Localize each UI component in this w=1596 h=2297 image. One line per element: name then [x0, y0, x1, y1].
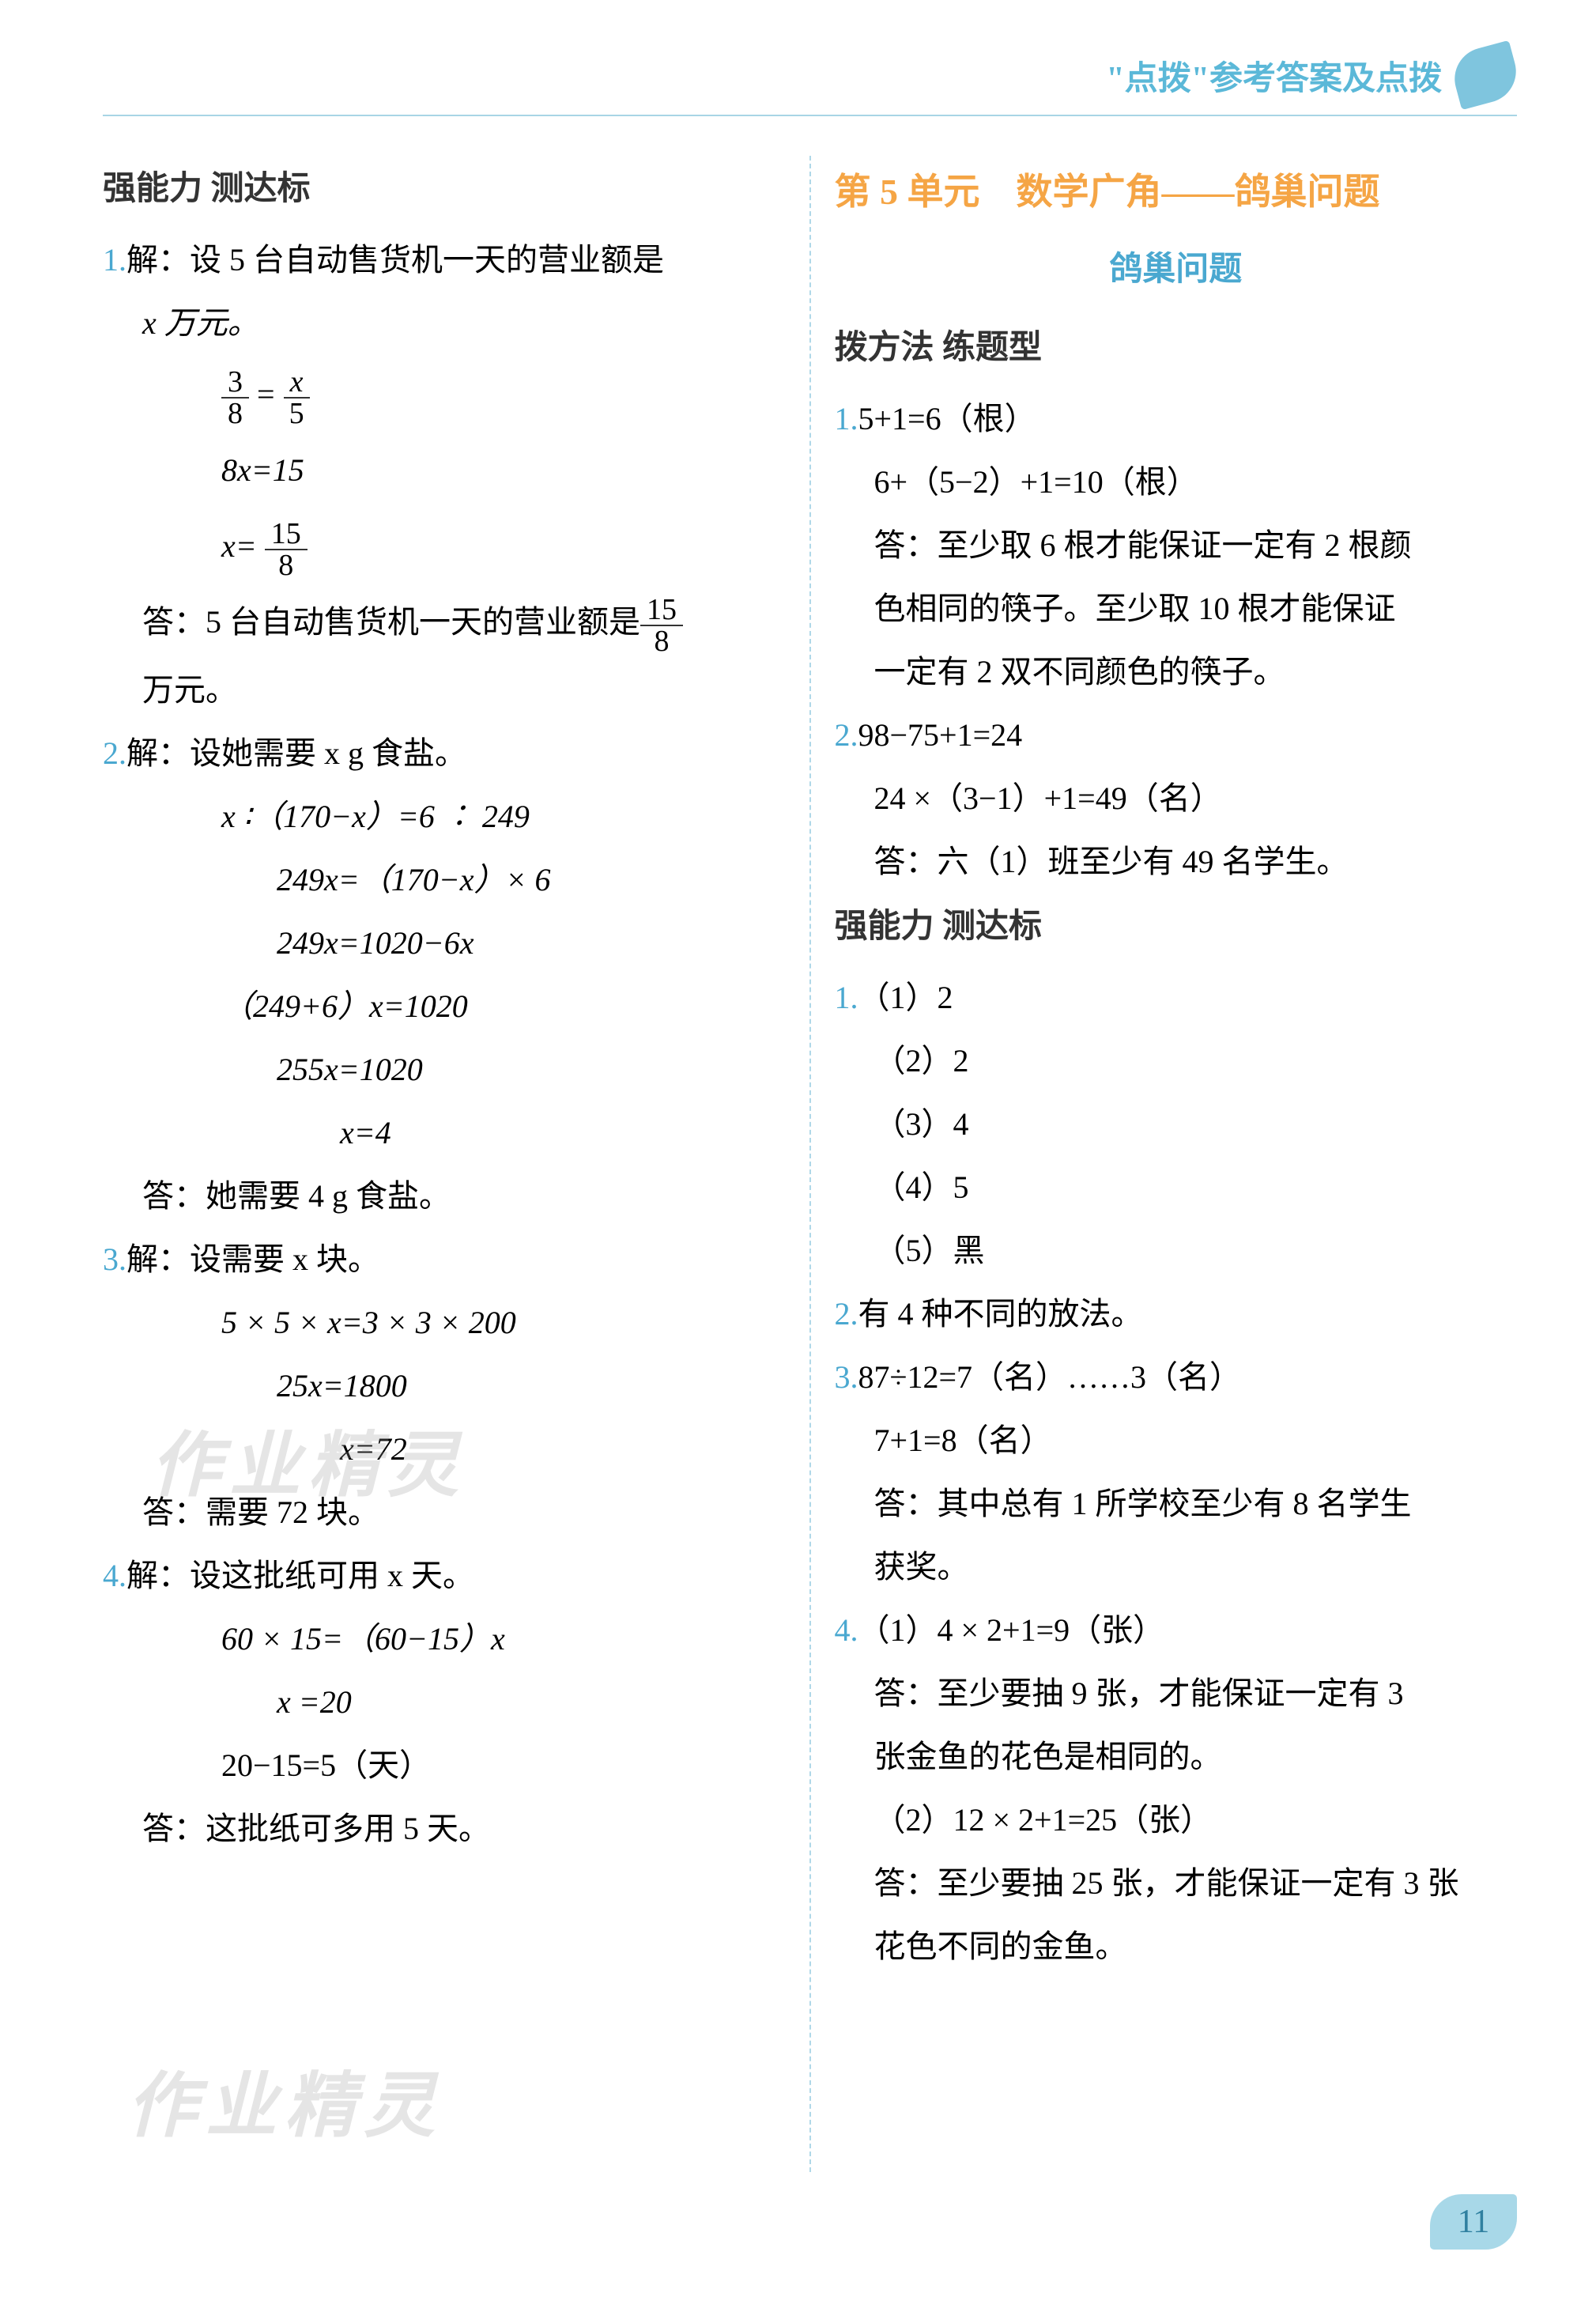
left-heading: 强能力 测达标: [103, 156, 786, 222]
q1-answer-cont: 万元。: [103, 659, 786, 722]
q2-eq3: 249x=1020−6x: [103, 912, 786, 975]
q2-eq1: x ∶（170−x）=6 ∶ 249: [103, 785, 786, 848]
q4: 4.解：设这批纸可用 x 天。 60 × 15=（60−15）x x =20 2…: [103, 1544, 786, 1861]
q4-eq1: 60 × 15=（60−15）x: [103, 1608, 786, 1671]
q-number: 1.: [835, 401, 858, 436]
page-number: 11: [1430, 2194, 1517, 2250]
q2-answer: 答：她需要 4 g 食盐。: [103, 1165, 786, 1228]
column-divider: [809, 156, 811, 2172]
q3-answer: 答：需要 72 块。: [103, 1481, 786, 1544]
right-heading2: 强能力 测达标: [835, 893, 1518, 960]
q2: 2.解：设她需要 x g 食盐。 x ∶（170−x）=6 ∶ 249 249x…: [103, 722, 786, 1228]
q-number: 4.: [103, 1558, 126, 1593]
q4-eq2: x =20: [103, 1671, 786, 1734]
q-number: 2.: [103, 735, 126, 771]
q-number: 3.: [103, 1241, 126, 1277]
leaf-icon: [1447, 40, 1522, 110]
right-heading1: 拨方法 练题型: [835, 315, 1518, 381]
q2-eq2: 249x=（170−x）× 6: [103, 848, 786, 912]
q4-text: 解：设这批纸可用 x 天。: [126, 1558, 474, 1593]
q-number: 2.: [835, 1296, 858, 1332]
q1-eq1: 8x=15: [103, 434, 786, 507]
q1-eq2: x= 158: [103, 507, 786, 586]
q2-text: 解：设她需要 x g 食盐。: [126, 735, 466, 771]
q1-answer: 答：5 台自动售货机一天的营业额是158: [103, 586, 786, 659]
q2-eq4: （249+6）x=1020: [103, 975, 786, 1038]
s2q1: 1.（1）2 （2）2 （3）4 （4）5 （5）黑: [835, 966, 1518, 1283]
s2q4: 4.（1）4 × 2+1=9（张） 答：至少要抽 9 张，才能保证一定有 3 张…: [835, 1599, 1518, 1978]
q2-eq5: 255x=1020: [103, 1038, 786, 1101]
q1-line2: x 万元。: [142, 305, 259, 341]
q-number: 2.: [835, 717, 858, 753]
q2-eq6: x=4: [103, 1101, 786, 1165]
q4-eq3: 20−15=5（天）: [103, 1734, 786, 1797]
q-number: 1.: [835, 980, 858, 1015]
left-column: 强能力 测达标 1.解：设 5 台自动售货机一天的营业额是 x 万元。 38 =…: [103, 156, 786, 2172]
q-number: 1.: [103, 242, 126, 278]
q3-eq1: 5 × 5 × x=3 × 3 × 200: [103, 1291, 786, 1354]
q4-answer: 答：这批纸可多用 5 天。: [103, 1797, 786, 1861]
sub-title: 鸽巢问题: [835, 236, 1518, 303]
page-header: "点拨"参考答案及点拨: [103, 47, 1517, 116]
q3-text: 解：设需要 x 块。: [126, 1241, 379, 1277]
two-column-layout: 强能力 测达标 1.解：设 5 台自动售货机一天的营业额是 x 万元。 38 =…: [103, 156, 1517, 2172]
q1: 1.解：设 5 台自动售货机一天的营业额是 x 万元。 38 = x5 8x=1…: [103, 229, 786, 722]
s1q1: 1.5+1=6（根） 6+（5−2）+1=10（根） 答：至少取 6 根才能保证…: [835, 387, 1518, 704]
s2q2: 2.有 4 种不同的放法。: [835, 1283, 1518, 1346]
unit-title: 第 5 单元 数学广角——鸽巢问题: [835, 156, 1518, 229]
s2q3: 3.87÷12=7（名）……3（名） 7+1=8（名） 答：其中总有 1 所学校…: [835, 1346, 1518, 1599]
q3-eq3: x=72: [103, 1418, 786, 1481]
s1q2: 2.98−75+1=24 24 ×（3−1）+1=49（名） 答：六（1）班至少…: [835, 704, 1518, 893]
q-number: 4.: [835, 1612, 858, 1648]
q-number: 3.: [835, 1359, 858, 1395]
header-title: "点拨"参考答案及点拨: [1106, 51, 1442, 100]
q3-eq2: 25x=1800: [103, 1354, 786, 1418]
q1-text: 解：设 5 台自动售货机一天的营业额是: [126, 242, 664, 278]
right-column: 第 5 单元 数学广角——鸽巢问题 鸽巢问题 拨方法 练题型 1.5+1=6（根…: [835, 156, 1518, 2172]
q3: 3.解：设需要 x 块。 5 × 5 × x=3 × 3 × 200 25x=1…: [103, 1228, 786, 1544]
q1-frac-eq: 38 = x5: [103, 355, 786, 434]
